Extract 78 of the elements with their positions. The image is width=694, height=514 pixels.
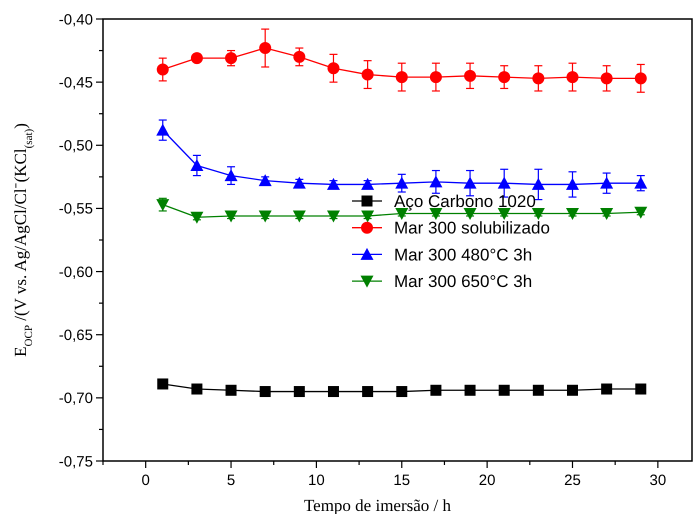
point [532,384,544,396]
point [226,384,237,396]
point [600,72,613,84]
point [260,386,271,398]
point [430,384,442,396]
x-tick-label: 15 [393,472,410,489]
point [157,378,168,390]
point [601,384,612,395]
point [258,174,272,186]
point [361,210,374,223]
legend-label: Aço Carbono 1020 [394,192,536,211]
point [600,208,614,220]
point [532,208,545,220]
y-tick-label: -0,40 [58,11,93,28]
point [429,208,442,220]
y-tick-label: -0,45 [58,74,93,92]
legend-label: Mar 300 650°C 3h [394,272,532,292]
point [293,50,306,63]
point [634,206,648,219]
point [498,71,510,84]
point [294,386,305,398]
point [292,176,306,189]
point [326,210,340,223]
point [566,178,579,190]
point [396,71,408,84]
x-tick-label: 5 [226,472,236,489]
point [190,212,204,224]
point [498,208,511,220]
point [156,64,169,76]
legend-label: Mar 300 480°C 3h [394,245,532,264]
point [396,386,408,398]
y-tick-label: -0,50 [58,138,93,155]
point [362,386,374,398]
y-tick-label: -0,65 [58,326,93,344]
point [498,176,511,189]
point [190,52,203,64]
point [566,208,579,220]
point [635,384,646,395]
point [600,176,614,189]
point [532,178,545,190]
point [498,384,510,396]
point [361,178,374,190]
point [634,72,647,84]
point [156,199,170,212]
point [259,42,272,54]
point [328,386,339,398]
y-tick-label: -0,55 [58,200,93,218]
x-tick-label: 30 [650,472,666,489]
point [464,384,476,396]
point [634,176,648,189]
point [464,176,477,189]
point [362,68,374,81]
x-tick-label: 10 [308,472,325,489]
point [429,175,442,188]
point [258,210,272,223]
point [156,124,170,136]
point [224,210,238,223]
point [292,210,306,223]
y-tick-label: -0,60 [58,264,93,281]
point [566,384,578,396]
x-tick-label: 25 [564,472,581,489]
point [224,169,238,182]
point [532,72,544,84]
point [327,62,340,74]
y-tick-label: -0,75 [58,453,93,470]
point [566,71,578,84]
point [326,178,340,190]
point [395,176,408,189]
point [191,384,202,395]
x-tick-label: 0 [142,472,150,489]
y-tick-label: -0,70 [58,390,93,408]
point [190,158,204,171]
point [464,208,477,220]
point [225,52,238,64]
legend-label: Mar 300 solubilizado [394,218,550,238]
point [430,71,442,84]
point [464,70,476,82]
x-tick-label: 20 [478,472,496,489]
